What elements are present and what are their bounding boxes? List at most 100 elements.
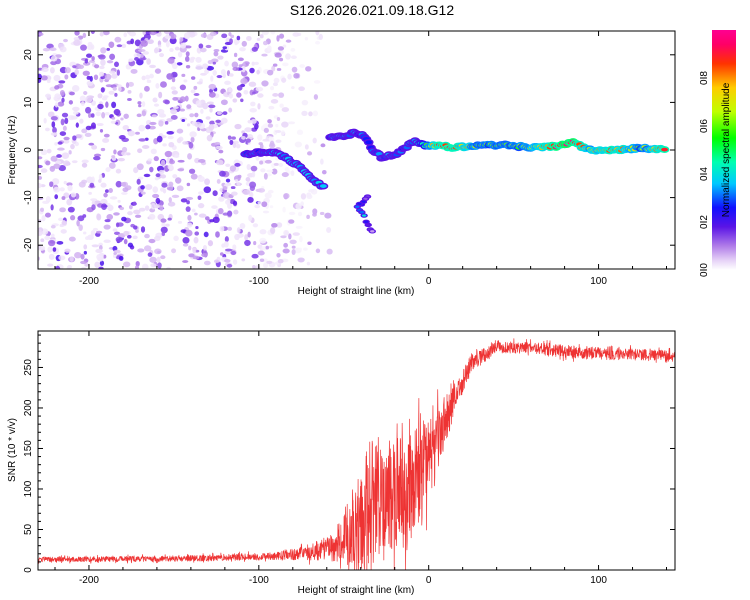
spectrogram-noise-cell: [259, 258, 265, 262]
spectrogram-noise-cell: [225, 199, 231, 205]
spectrogram-noise-cell: [113, 108, 121, 116]
spectrogram-noise-cell: [83, 61, 91, 66]
spectrogram-noise-cell: [151, 114, 157, 118]
spectrogram-noise-cell: [115, 168, 122, 174]
spectrogram-noise-cell: [75, 134, 82, 139]
spectrogram-noise-cell: [108, 188, 113, 194]
spectrogram-noise-cell: [79, 95, 86, 102]
spectrogram-x-tick-label: -100: [249, 276, 269, 287]
spectrogram-noise-cell: [68, 100, 73, 105]
spectrogram-noise-cell: [257, 134, 263, 141]
spectrogram-noise-cell: [177, 220, 183, 224]
spectrogram-noise-cell: [72, 106, 80, 112]
spectrogram-noise-cell: [61, 152, 70, 159]
spectrogram-noise-cell: [267, 123, 274, 128]
spectrogram-noise-cell: [102, 138, 110, 143]
spectrogram-noise-cell: [295, 202, 302, 210]
spectrogram-noise-cell: [38, 164, 43, 169]
spectrogram-noise-cell: [148, 238, 156, 244]
spectrogram-noise-cell: [63, 38, 68, 43]
spectrogram-noise-cell: [67, 206, 75, 213]
spectrogram-noise-cell: [224, 60, 229, 67]
spectrogram-noise-cell: [146, 58, 151, 65]
spectrogram-noise-cell: [47, 111, 55, 118]
spectrogram-noise-cell: [165, 223, 170, 227]
spectrogram-noise-cell: [83, 250, 87, 255]
spectrogram-noise-cell: [95, 248, 103, 254]
spectrogram-noise-cell: [100, 147, 106, 152]
spectrogram-noise-cell: [110, 120, 116, 124]
spectrogram-noise-cell: [88, 142, 95, 146]
spectrogram-noise-cell: [243, 89, 249, 95]
spectrogram-noise-cell: [282, 248, 290, 254]
spectrogram-noise-cell: [213, 259, 220, 264]
spectrogram-noise-cell: [99, 31, 104, 37]
spectrogram-noise-cell: [154, 177, 159, 181]
spectrogram-noise-cell: [224, 258, 231, 263]
spectrogram-noise-cell: [60, 229, 67, 234]
spectrogram-noise-cell: [223, 241, 229, 248]
spectrogram-noise-cell: [234, 162, 241, 167]
spectrogram-noise-cell: [114, 61, 119, 67]
spectrogram-noise-cell: [169, 47, 174, 53]
spectrogram-noise-cell: [152, 97, 158, 103]
spectrogram-noise-cell: [198, 159, 206, 163]
spectrogram-noise-cell: [162, 143, 167, 147]
spectrogram-noise-cell: [94, 261, 100, 268]
spectrogram-noise-cell: [212, 61, 217, 65]
spectrogram-noise-cell: [149, 64, 156, 69]
spectrogram-noise-cell: [250, 165, 258, 172]
spectrogram-noise-cell: [300, 193, 307, 200]
spectrogram-noise-cell: [283, 242, 289, 248]
spectrogram-noise-cell: [222, 186, 228, 191]
spectrogram-noise-cell: [120, 117, 124, 121]
spectrogram-secondary-track-cell: [363, 197, 368, 200]
spectrogram-noise-cell: [113, 212, 120, 216]
spectrogram-noise-cell: [144, 85, 150, 92]
spectrogram-noise-cell: [189, 113, 195, 118]
spectrogram-noise-cell: [271, 65, 276, 72]
spectrogram-noise-cell: [81, 266, 87, 269]
spectrogram-noise-cell: [204, 178, 211, 186]
spectrogram-secondary-track-cell: [366, 223, 371, 227]
spectrogram-noise-cell: [46, 43, 54, 49]
spectrogram-noise-cell: [319, 211, 325, 216]
spectrogram-y-tick-label: -20: [23, 238, 34, 253]
spectrogram-noise-cell: [176, 128, 184, 134]
spectrogram-noise-cell: [86, 80, 94, 87]
spectrogram-y-axis-label: Frequency (Hz): [7, 116, 18, 185]
spectrogram-noise-cell: [63, 136, 70, 141]
spectrogram-noise-cell: [218, 149, 224, 154]
spectrogram-noise-cell: [95, 230, 103, 234]
spectrogram-noise-cell: [137, 101, 142, 105]
spectrogram-noise-cell: [54, 142, 58, 146]
spectrogram-noise-cell: [222, 111, 228, 116]
spectrogram-noise-cell: [279, 33, 285, 39]
spectrogram-noise-cell: [78, 224, 83, 231]
spectrogram-noise-cell: [208, 83, 217, 90]
spectrogram-noise-cell: [77, 64, 85, 70]
spectrogram-noise-cell: [179, 108, 186, 112]
colorbar-tick-label: 0.8: [699, 71, 710, 85]
spectrogram-noise-cell: [267, 119, 272, 124]
spectrogram-noise-cell: [46, 148, 52, 154]
spectrogram-noise-cell: [91, 200, 96, 206]
spectrogram-noise-cell: [212, 216, 220, 224]
spectrogram-noise-cell: [233, 209, 239, 215]
spectrogram-noise-cell: [57, 141, 63, 145]
spectrogram-noise-cell: [108, 41, 115, 48]
spectrogram-noise-cell: [285, 39, 292, 43]
spectrogram-noise-cell: [93, 156, 101, 161]
spectrogram-noise-cell: [74, 31, 80, 36]
spectrogram-noise-cell: [326, 227, 332, 234]
spectrogram-noise-cell: [164, 121, 169, 125]
spectrogram-noise-cell: [234, 41, 238, 46]
spectrogram-noise-cell: [101, 111, 106, 119]
spectrogram-noise-cell: [85, 96, 93, 103]
spectrogram-noise-cell: [167, 164, 173, 170]
spectrogram-noise-cell: [176, 185, 184, 192]
spectrogram-noise-cell: [141, 101, 146, 108]
spectrogram-noise-cell: [156, 256, 161, 263]
snr-x-tick-label: -200: [79, 575, 99, 586]
spectrogram-noise-cell: [166, 186, 174, 191]
